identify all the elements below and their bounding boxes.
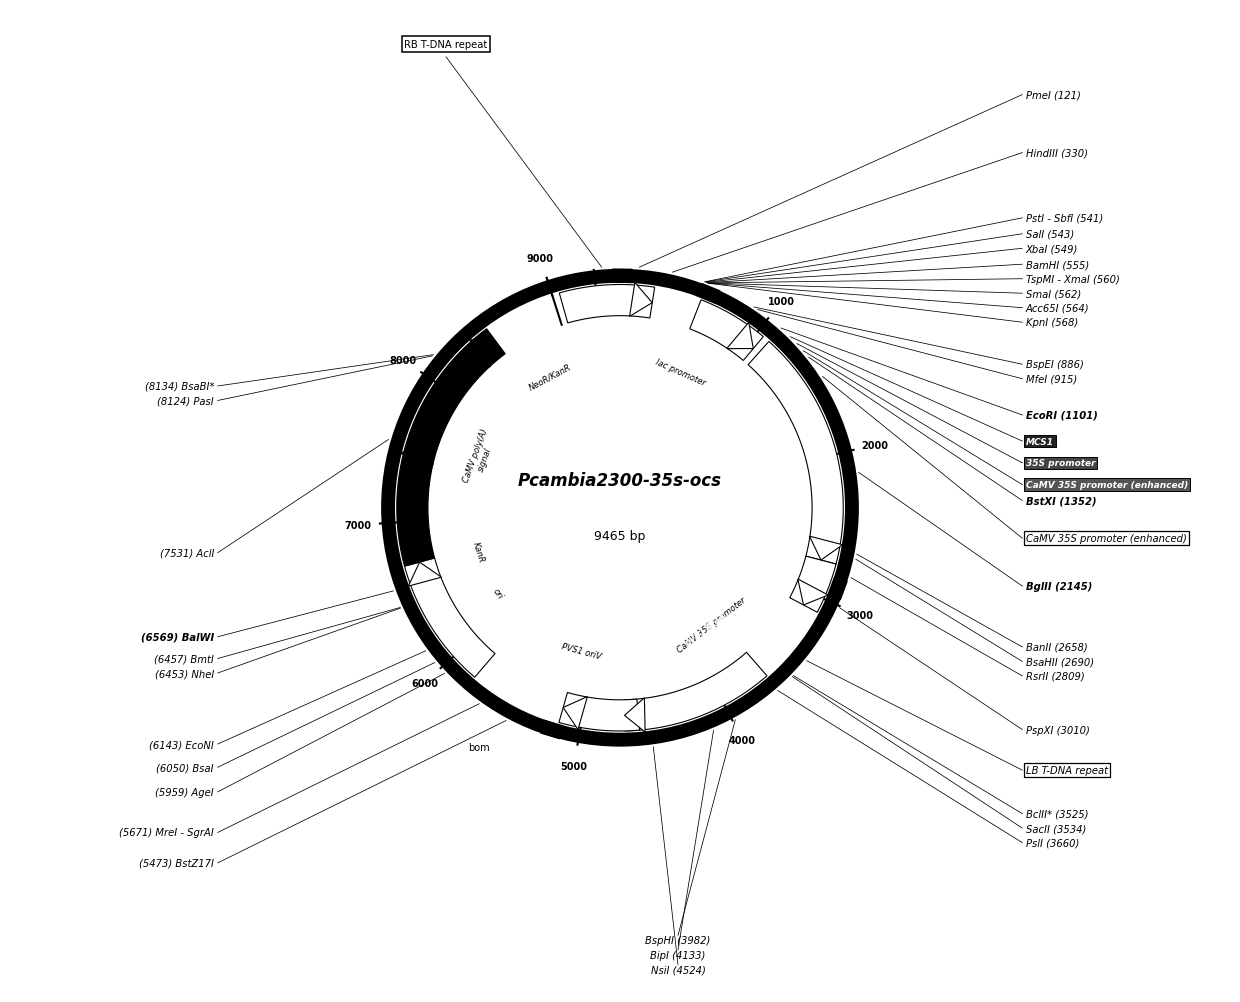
Text: (6457) BmtI: (6457) BmtI xyxy=(154,654,215,664)
Text: KpnI (568): KpnI (568) xyxy=(1025,318,1078,328)
Polygon shape xyxy=(559,692,640,731)
Polygon shape xyxy=(689,301,764,361)
Polygon shape xyxy=(397,436,439,566)
Text: CaMV 35S promoter (enhanced): CaMV 35S promoter (enhanced) xyxy=(1025,481,1188,490)
Text: RB T-DNA repeat: RB T-DNA repeat xyxy=(404,40,487,50)
Polygon shape xyxy=(401,441,433,465)
Text: SalI (543): SalI (543) xyxy=(1025,229,1074,239)
Polygon shape xyxy=(727,323,754,350)
Text: LB T-DNA repeat: LB T-DNA repeat xyxy=(1025,766,1107,776)
Polygon shape xyxy=(613,270,632,284)
Text: BanII (2658): BanII (2658) xyxy=(1025,642,1087,652)
Text: BglII (2145): BglII (2145) xyxy=(1025,581,1092,591)
Text: (8124) PasI: (8124) PasI xyxy=(157,396,215,406)
Text: BamHI (555): BamHI (555) xyxy=(1025,260,1089,270)
Text: PVS1 oriV: PVS1 oriV xyxy=(560,642,603,661)
Polygon shape xyxy=(409,330,505,446)
Text: (5959) AgeI: (5959) AgeI xyxy=(155,788,215,797)
Text: 9465 bp: 9465 bp xyxy=(594,529,646,542)
Text: BspHI (3982): BspHI (3982) xyxy=(645,936,711,946)
Text: MfeI (915): MfeI (915) xyxy=(1025,375,1078,385)
Text: PspXI (3010): PspXI (3010) xyxy=(1025,724,1090,734)
Polygon shape xyxy=(625,698,645,732)
Text: MCS1: MCS1 xyxy=(1025,437,1054,446)
Text: (7531) AclI: (7531) AclI xyxy=(160,548,215,558)
Text: KanR: KanR xyxy=(470,540,485,563)
Text: 4000: 4000 xyxy=(729,735,756,744)
Text: HindIII (330): HindIII (330) xyxy=(1025,148,1087,158)
Text: Acc65I (564): Acc65I (564) xyxy=(1025,304,1090,314)
Polygon shape xyxy=(470,341,496,368)
Text: ori: ori xyxy=(491,586,505,600)
Text: pVS1 RepA: pVS1 RepA xyxy=(613,648,665,663)
Text: BspEI (886): BspEI (886) xyxy=(1025,360,1084,370)
Text: 9000: 9000 xyxy=(527,254,554,264)
Text: NeoR/KanR: NeoR/KanR xyxy=(527,363,573,392)
Text: (5473) BstZ17I: (5473) BstZ17I xyxy=(139,858,215,868)
Text: PstI - SbfI (541): PstI - SbfI (541) xyxy=(1025,213,1104,223)
Text: EcoRI (1101): EcoRI (1101) xyxy=(1025,411,1097,421)
Polygon shape xyxy=(827,576,848,600)
Text: 3000: 3000 xyxy=(846,610,873,620)
Text: (6569) BalWI: (6569) BalWI xyxy=(141,632,215,642)
Polygon shape xyxy=(404,558,495,677)
Text: bom: bom xyxy=(467,742,490,753)
Polygon shape xyxy=(810,537,843,560)
Text: (6143) EcoNI: (6143) EcoNI xyxy=(149,739,215,749)
Text: NsiI (4524): NsiI (4524) xyxy=(651,964,706,974)
Text: CaMV 35S promoter: CaMV 35S promoter xyxy=(676,595,748,654)
Text: PmeI (121): PmeI (121) xyxy=(1025,90,1081,100)
Text: 2000: 2000 xyxy=(861,440,888,450)
Text: 35S promoter: 35S promoter xyxy=(1025,459,1095,468)
Polygon shape xyxy=(559,286,655,324)
Text: BipI (4133): BipI (4133) xyxy=(650,950,706,960)
Text: pVS1 StaA: pVS1 StaA xyxy=(682,612,728,647)
Text: 6000: 6000 xyxy=(410,678,438,688)
Polygon shape xyxy=(541,719,564,739)
Text: (6050) BsaI: (6050) BsaI xyxy=(156,763,215,773)
Text: SmaI (562): SmaI (562) xyxy=(1025,289,1081,299)
Text: RsrII (2809): RsrII (2809) xyxy=(1025,671,1085,681)
Text: CaMV 35S promoter (enhanced): CaMV 35S promoter (enhanced) xyxy=(1025,534,1187,544)
Polygon shape xyxy=(748,342,843,564)
Text: lac promoter: lac promoter xyxy=(653,358,707,388)
Text: BsaHII (2690): BsaHII (2690) xyxy=(1025,656,1094,666)
Text: Pcambia2300-35s-ocs: Pcambia2300-35s-ocs xyxy=(518,472,722,490)
Text: TspMI - XmaI (560): TspMI - XmaI (560) xyxy=(1025,275,1120,285)
Text: 8000: 8000 xyxy=(389,356,417,366)
Polygon shape xyxy=(697,284,720,305)
Polygon shape xyxy=(630,284,652,317)
Polygon shape xyxy=(563,696,588,729)
Text: (5671) MreI - SgrAI: (5671) MreI - SgrAI xyxy=(119,828,215,838)
Polygon shape xyxy=(797,579,828,605)
Text: CaMV poly(A)
signal: CaMV poly(A) signal xyxy=(461,428,500,487)
Text: 1000: 1000 xyxy=(768,297,795,307)
Text: (8134) BsaBI*: (8134) BsaBI* xyxy=(145,382,215,392)
Polygon shape xyxy=(790,556,836,612)
Text: XbaI (549): XbaI (549) xyxy=(1025,244,1079,255)
Text: (6453) NheI: (6453) NheI xyxy=(155,668,215,678)
Text: 7000: 7000 xyxy=(345,520,372,530)
Text: PslI (3660): PslI (3660) xyxy=(1025,838,1079,848)
Text: BstXI (1352): BstXI (1352) xyxy=(1025,496,1096,506)
Text: 5000: 5000 xyxy=(560,762,588,772)
Polygon shape xyxy=(624,652,768,731)
Text: SacII (3534): SacII (3534) xyxy=(1025,824,1086,834)
Text: BclII* (3525): BclII* (3525) xyxy=(1025,809,1089,819)
Polygon shape xyxy=(408,562,441,586)
